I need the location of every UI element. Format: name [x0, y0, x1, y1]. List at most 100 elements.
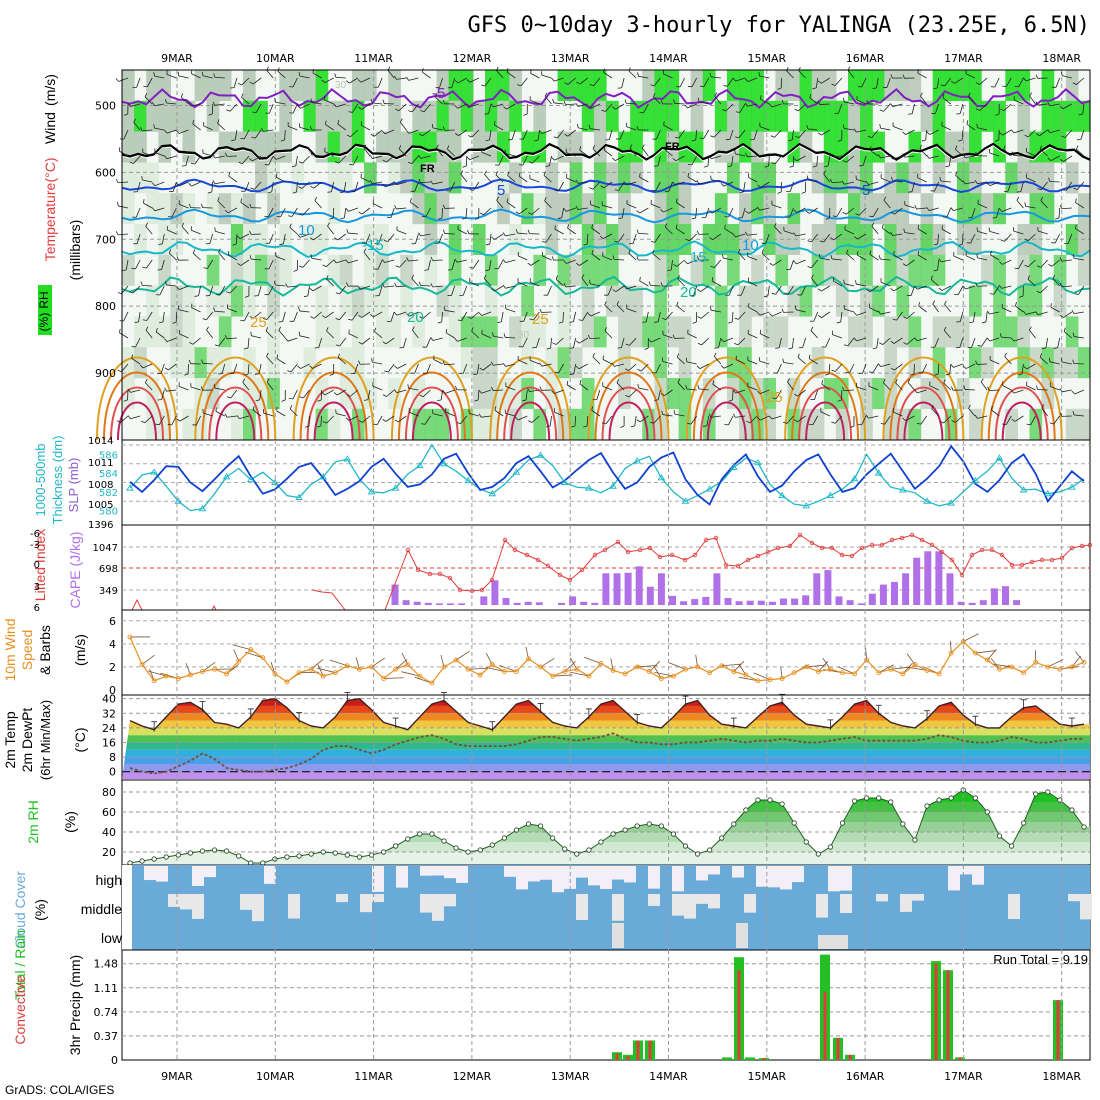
rh-cell	[521, 347, 534, 379]
rh-cell	[811, 70, 825, 101]
precip-tick: 0.37	[94, 1030, 119, 1043]
rh-cell	[1017, 316, 1031, 348]
barb	[372, 203, 383, 209]
barb	[776, 389, 782, 399]
barb	[868, 181, 879, 185]
rh-cell	[569, 193, 583, 225]
barb	[121, 363, 129, 372]
barb	[814, 389, 819, 400]
rh2m-point	[610, 831, 616, 837]
lifted-index-point	[669, 552, 675, 558]
barb-flag	[176, 418, 181, 422]
barb-flag	[411, 326, 415, 331]
barb	[566, 259, 576, 264]
barb-flag	[628, 67, 631, 72]
barb	[913, 363, 915, 375]
barb-flag	[358, 341, 363, 345]
rh-cell	[364, 162, 377, 194]
barb-flag	[1071, 390, 1076, 395]
cape-bar	[635, 566, 643, 605]
barb-flag	[563, 260, 567, 264]
warm-contour	[292, 356, 375, 441]
barb	[1063, 311, 1073, 318]
barb-flag	[954, 293, 959, 296]
rh-cell	[823, 378, 837, 409]
barb-flag	[1002, 85, 1007, 88]
barb	[838, 103, 843, 114]
barb-flag	[581, 274, 585, 279]
barb	[161, 389, 165, 400]
wind10m-barb	[738, 676, 759, 682]
barb	[118, 205, 129, 209]
barb-flag	[975, 360, 978, 365]
barb-flag	[1060, 358, 1063, 363]
barb	[377, 77, 383, 88]
barb-flag	[794, 305, 797, 310]
barb	[1061, 75, 1072, 79]
barb	[1078, 285, 1085, 295]
rh-cell	[593, 70, 607, 101]
wind10m-point	[127, 634, 133, 640]
barb	[589, 337, 600, 340]
barb	[670, 259, 673, 270]
cloud-middle-gap	[240, 894, 252, 910]
wind10m-barb	[753, 672, 771, 680]
barb-flag	[272, 156, 277, 160]
rh2m-point	[562, 846, 568, 852]
barb	[789, 181, 794, 192]
barb	[774, 155, 782, 165]
barb	[996, 207, 1000, 218]
warm-contour	[798, 386, 853, 441]
barb	[517, 359, 528, 365]
barb-flag	[869, 250, 872, 255]
rh-cell	[146, 285, 159, 317]
barb	[554, 155, 564, 161]
barb	[396, 311, 407, 316]
barb	[268, 259, 274, 270]
barb	[735, 389, 746, 394]
barb-flag	[1004, 352, 1007, 357]
rh-cell	[448, 316, 462, 348]
barb	[432, 285, 443, 288]
barb	[545, 233, 552, 243]
wind10m-barb	[992, 663, 1012, 668]
precip-conv-bar	[934, 963, 938, 1060]
barb-flag	[285, 337, 289, 342]
barb-flag	[672, 334, 675, 339]
barb-flag	[943, 379, 946, 384]
barb-flag	[739, 191, 744, 194]
barb	[336, 103, 346, 108]
rh-cell	[751, 285, 764, 317]
wind10m-point	[550, 673, 556, 679]
barb-flag	[468, 135, 473, 138]
barb	[1064, 129, 1073, 138]
barb	[771, 103, 782, 108]
barb	[555, 279, 564, 287]
cloud-high-gap	[672, 866, 684, 892]
barb-flag	[933, 269, 938, 272]
barb	[171, 207, 177, 218]
barb-flag	[188, 203, 191, 208]
cloud-middle-gap	[744, 894, 756, 913]
barb-flag	[398, 145, 402, 150]
barb-flag	[795, 135, 800, 139]
cloud-high-gap	[828, 866, 840, 892]
barb	[981, 337, 988, 347]
barb	[586, 233, 589, 245]
cape-bar	[502, 598, 510, 605]
barb	[162, 311, 165, 322]
thickness-point	[802, 502, 811, 509]
barb-flag	[812, 165, 817, 168]
barb-flag	[142, 319, 147, 321]
wind10m-point	[912, 662, 918, 668]
barb-flag	[249, 255, 252, 260]
cape-bar	[524, 601, 532, 605]
cloud-high-gap	[768, 866, 780, 888]
contour-15	[121, 240, 1091, 259]
barb-flag	[544, 92, 548, 97]
barb	[444, 309, 455, 313]
cape-bar	[780, 598, 787, 605]
thickness-tick: 586	[99, 450, 118, 461]
barb	[1013, 155, 1024, 157]
barb-flag	[478, 413, 482, 418]
